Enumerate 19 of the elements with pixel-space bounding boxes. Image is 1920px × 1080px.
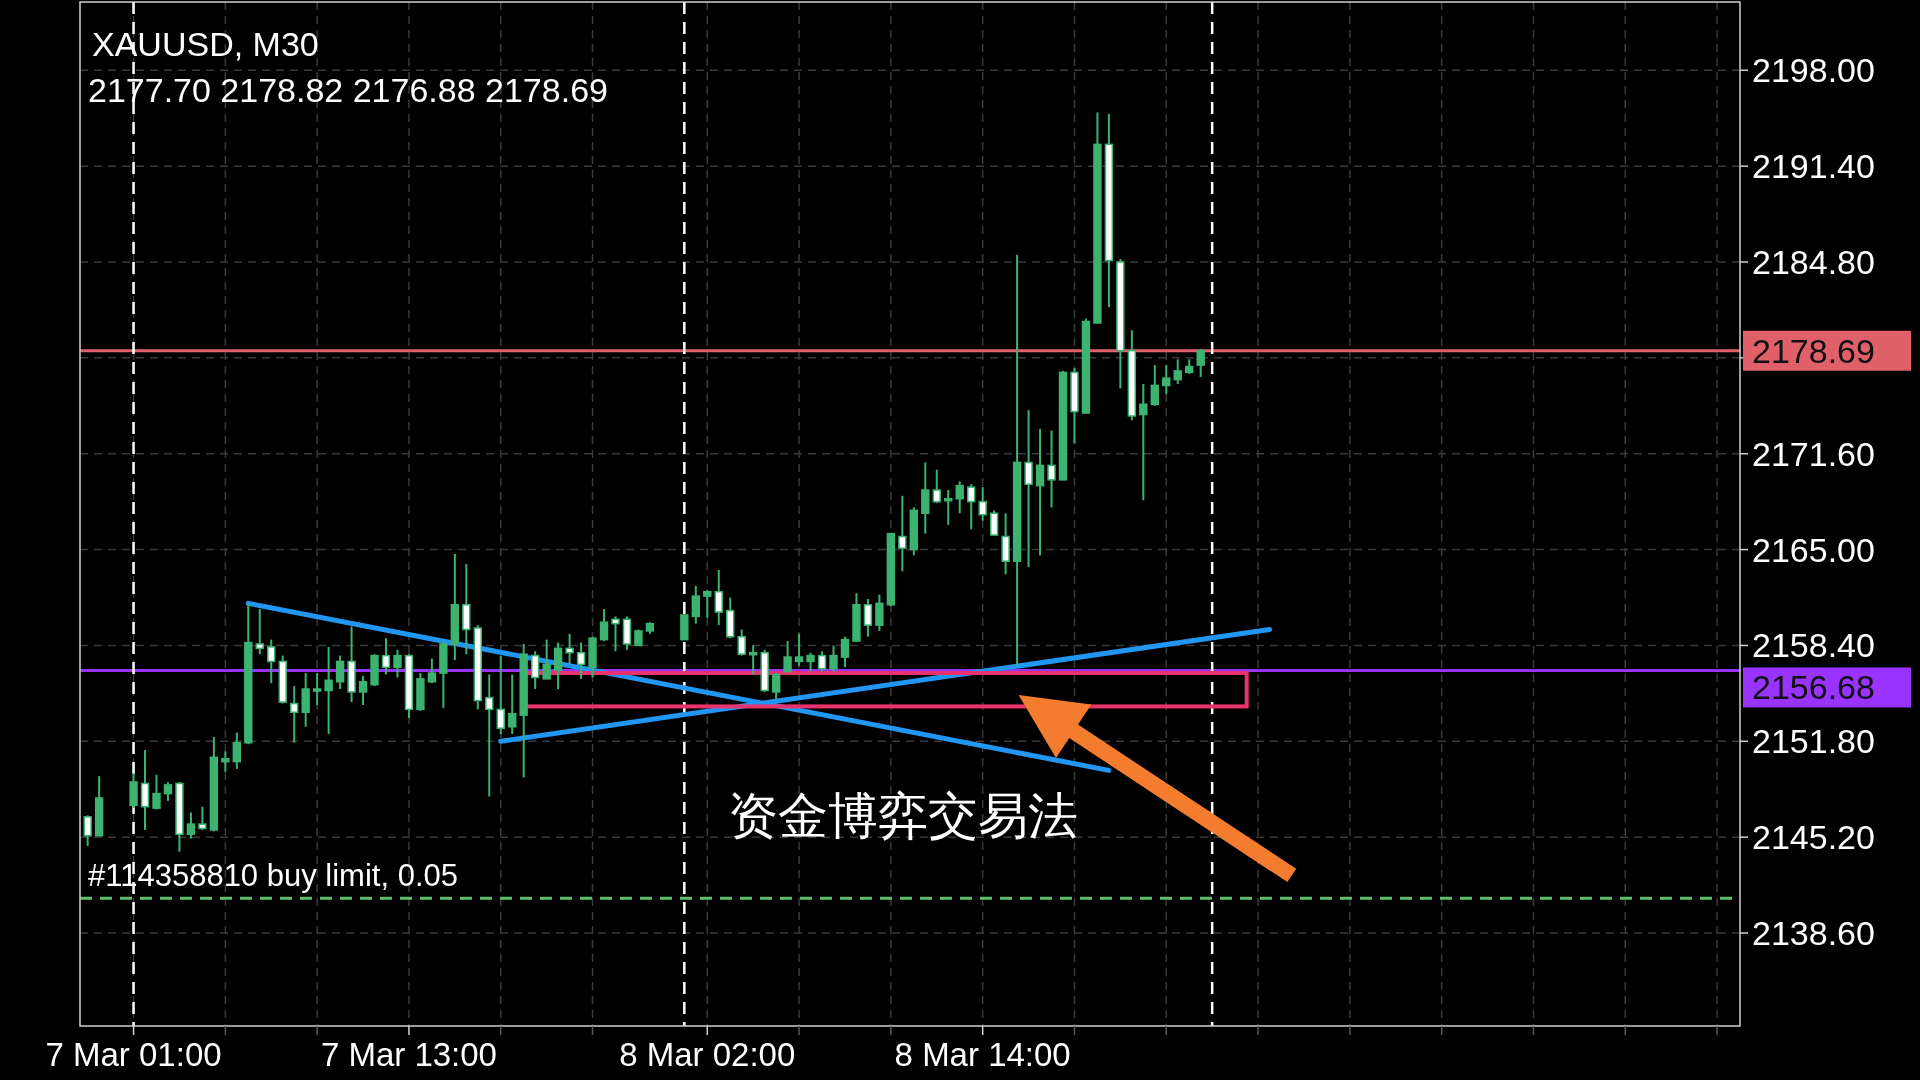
x-tick-label: 8 Mar 14:00 — [894, 1035, 1071, 1073]
y-tick-label: 2198.00 — [1752, 51, 1875, 90]
y-tick-label: 2138.60 — [1752, 914, 1875, 953]
subtitle: 2177.70 2178.82 2176.88 2178.69 — [88, 71, 608, 109]
ref-line-label: 2178.69 — [1752, 331, 1875, 370]
y-tick-label: 2191.40 — [1752, 147, 1875, 186]
annotation: 资金博弈交易法 — [728, 788, 1079, 845]
y-tick-label: 2165.00 — [1752, 530, 1875, 569]
x-tick-label: 8 Mar 02:00 — [619, 1035, 796, 1073]
x-tick-label: 7 Mar 13:00 — [320, 1035, 497, 1073]
title: XAUUSD, M30 — [92, 25, 319, 63]
x-tick-label: 7 Mar 01:00 — [45, 1035, 222, 1073]
y-tick-label: 2158.40 — [1752, 626, 1875, 665]
y-tick-label: 2184.80 — [1752, 242, 1875, 281]
y-tick-label: 2171.60 — [1752, 434, 1875, 473]
ref-line-label: #114358810 buy limit, 0.05 — [88, 858, 458, 894]
ref-line-label: 2156.68 — [1752, 668, 1875, 707]
y-tick-label: 2145.20 — [1752, 818, 1875, 857]
y-tick-label: 2151.80 — [1752, 722, 1875, 761]
